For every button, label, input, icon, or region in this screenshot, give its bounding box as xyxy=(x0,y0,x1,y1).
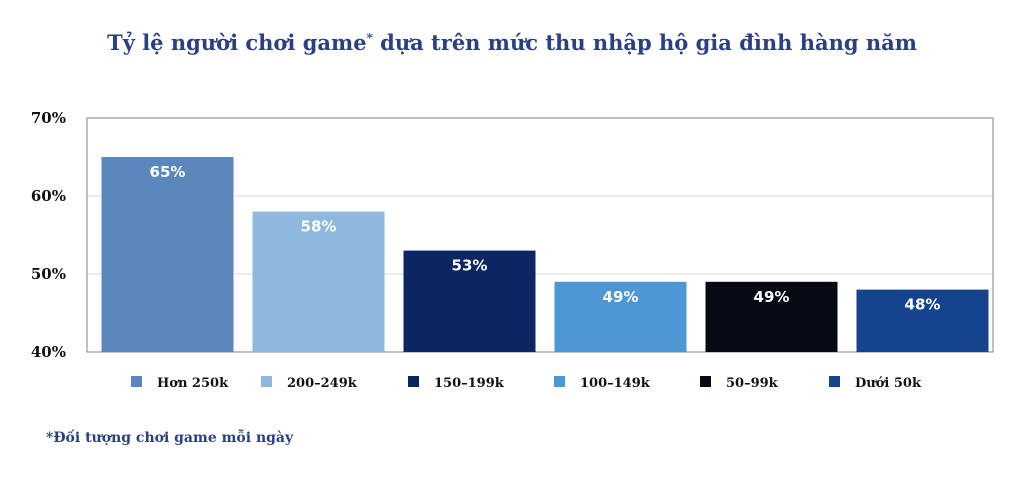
chart-title: Tỷ lệ người chơi game* dựa trên mức thu … xyxy=(0,30,1024,55)
legend-swatch xyxy=(554,376,565,387)
bar xyxy=(101,157,234,352)
bar xyxy=(252,211,385,352)
plot-frame xyxy=(86,117,994,353)
footnote: *Đối tượng chơi game mỗi ngày xyxy=(46,430,294,446)
y-tick-label: 40% xyxy=(31,343,66,361)
data-label: 58% xyxy=(301,218,337,236)
data-label: 49% xyxy=(603,288,639,306)
legend-swatch xyxy=(829,376,840,387)
chart-title-main: Tỷ lệ người chơi game xyxy=(107,30,367,55)
y-tick-label: 60% xyxy=(31,187,66,205)
bar xyxy=(705,281,838,352)
chart-title-rest: dựa trên mức thu nhập hộ gia đình hàng n… xyxy=(372,30,917,55)
legend-label: 200–249k xyxy=(287,376,358,391)
data-label: 53% xyxy=(452,257,488,275)
data-label: 48% xyxy=(905,296,941,314)
bar xyxy=(554,281,687,352)
legend-label: 150–199k xyxy=(434,376,505,391)
legend-swatch xyxy=(700,376,711,387)
legend-label: Dưới 50k xyxy=(855,376,922,391)
bar xyxy=(856,289,989,352)
legend-swatch xyxy=(408,376,419,387)
y-tick-label: 50% xyxy=(31,265,66,283)
legend-swatch xyxy=(261,376,272,387)
chart-title-asterisk: * xyxy=(366,31,373,45)
legend-swatch xyxy=(131,376,142,387)
y-tick-label: 70% xyxy=(31,109,66,127)
data-label: 65% xyxy=(150,163,186,181)
data-label: 49% xyxy=(754,288,790,306)
legend-label: 50–99k xyxy=(726,376,779,391)
legend-label: 100–149k xyxy=(580,376,651,391)
bar xyxy=(403,250,536,352)
legend-label: Hơn 250k xyxy=(157,376,229,391)
